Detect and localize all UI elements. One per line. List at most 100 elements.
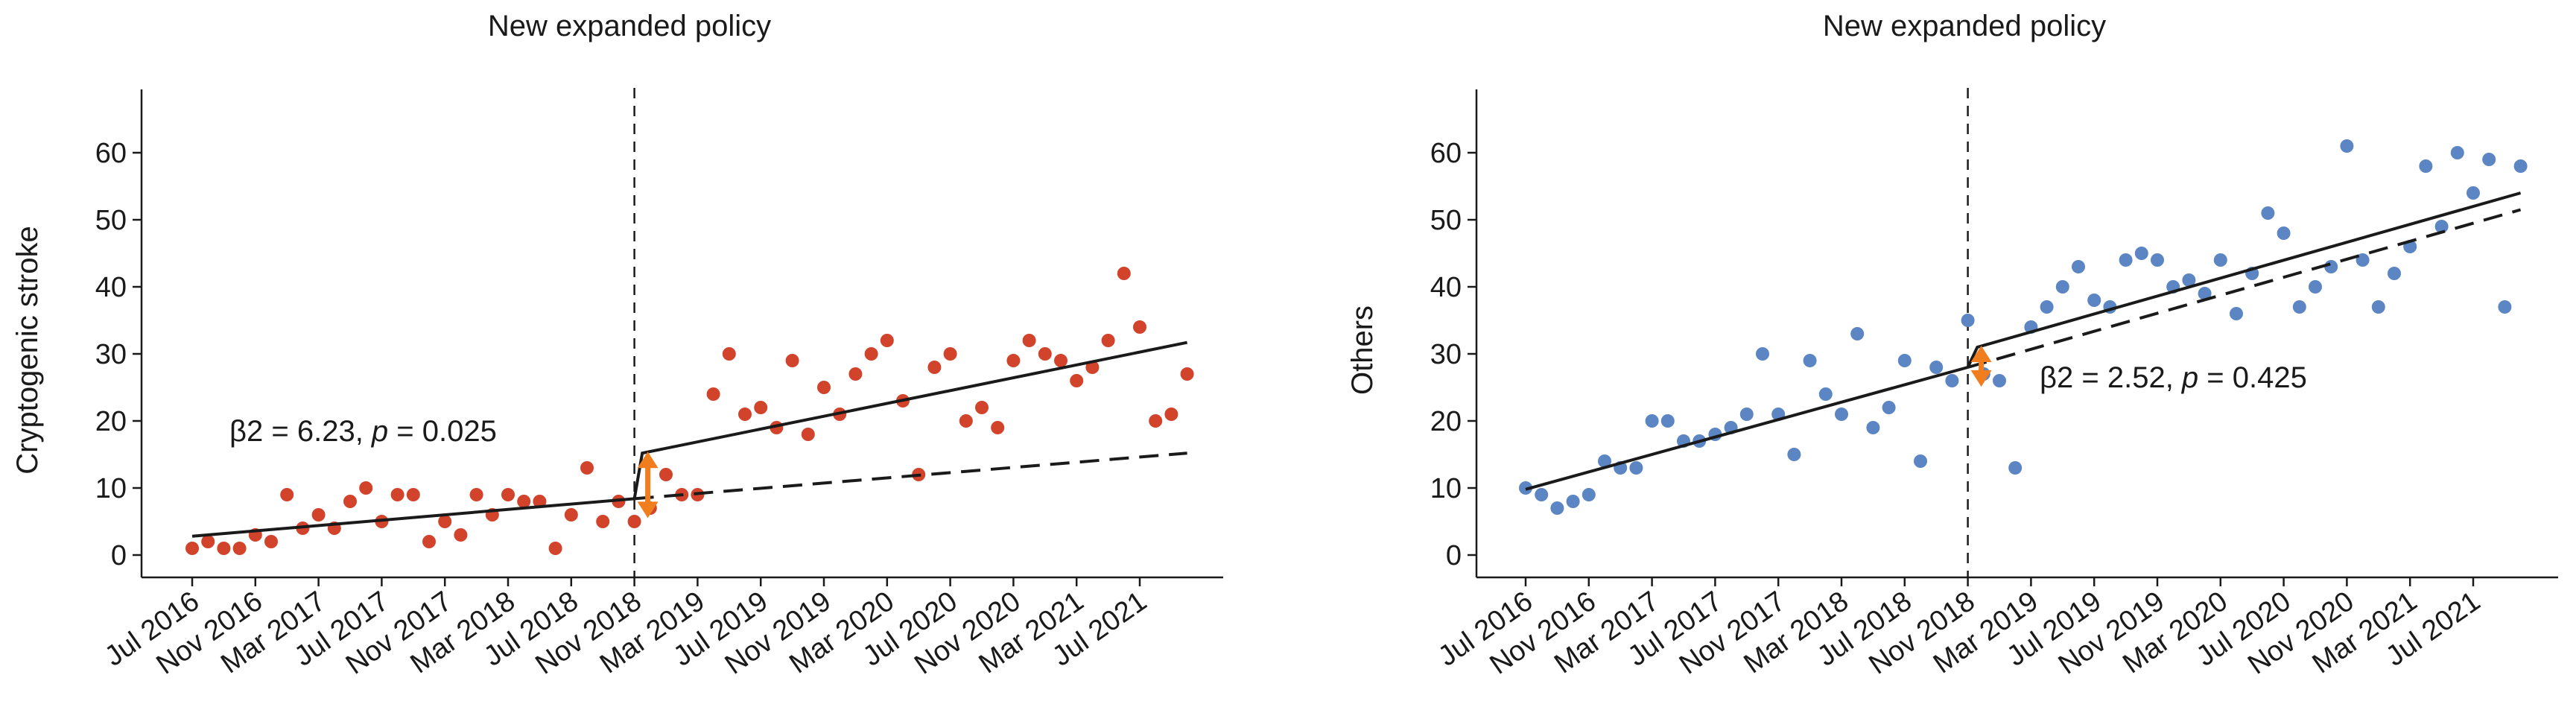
data-point — [1756, 347, 1769, 361]
annotation-p-symbol: p — [2181, 361, 2198, 394]
data-point — [2498, 300, 2512, 314]
arrow-head-down — [1970, 370, 1992, 387]
data-point — [754, 401, 768, 414]
data-point — [1038, 347, 1052, 361]
data-point — [659, 468, 673, 481]
data-point — [1929, 361, 1944, 374]
data-point — [1787, 448, 1801, 461]
fitted-line-pre — [1525, 366, 1969, 491]
fitted-line-post — [1966, 191, 2522, 368]
data-point — [1993, 374, 2006, 387]
data-point — [185, 542, 199, 555]
data-point — [264, 535, 278, 548]
annotation-prefix: β2 = 2.52, — [2040, 361, 2182, 394]
data-point — [2040, 300, 2054, 314]
y-tick-label: 20 — [1430, 406, 1462, 437]
data-point — [438, 515, 452, 528]
data-point — [880, 334, 894, 347]
annotation-p-symbol: p — [371, 415, 388, 448]
y-tick-label: 50 — [1430, 205, 1462, 236]
counterfactual-line — [634, 451, 1187, 501]
y-axis-label: Others — [1346, 305, 1379, 395]
data-point — [2277, 226, 2291, 240]
data-point — [1835, 408, 1848, 421]
y-tick-label: 40 — [1430, 272, 1462, 303]
data-point — [722, 347, 736, 361]
data-point — [1914, 454, 1927, 468]
data-point — [501, 488, 515, 501]
data-point — [1945, 374, 1959, 387]
data-point — [2055, 280, 2069, 294]
data-point — [311, 508, 326, 522]
data-point — [959, 414, 973, 428]
chart-panel-cryptogenic: New expanded policy Cryptogenic stroke 0… — [11, 10, 1223, 681]
y-tick-label: 0 — [1446, 540, 1462, 571]
chart-title: New expanded policy — [488, 10, 771, 42]
data-point — [1803, 354, 1817, 367]
data-point — [1660, 414, 1675, 428]
data-point — [406, 488, 420, 501]
data-point — [864, 347, 878, 361]
data-point — [564, 508, 578, 522]
data-point — [1070, 374, 1084, 387]
data-point — [1882, 401, 1896, 414]
counterfactual-line — [1967, 208, 2522, 369]
level-change-arrow — [1970, 346, 1992, 387]
y-tick-label: 20 — [95, 406, 127, 437]
data-point — [2292, 300, 2306, 314]
data-point — [232, 542, 247, 555]
data-point — [975, 401, 989, 414]
data-point — [848, 367, 863, 381]
data-point — [2134, 247, 2148, 260]
data-point — [1180, 367, 1194, 381]
data-point — [991, 421, 1005, 434]
data-point — [1598, 454, 1611, 468]
data-point — [1133, 320, 1146, 334]
data-point — [2434, 220, 2449, 233]
data-point — [1006, 354, 1021, 367]
data-point — [1101, 334, 1115, 347]
y-axis-label: Cryptogenic stroke — [11, 226, 44, 474]
data-point — [1645, 414, 1659, 428]
data-point — [1117, 267, 1131, 280]
data-point — [422, 535, 436, 548]
data-point — [1085, 361, 1100, 374]
y-tick-label: 30 — [95, 339, 127, 370]
data-point — [2513, 159, 2528, 173]
annotation-beta: β2 = 6.23, p = 0.025 — [229, 415, 497, 448]
data-point — [533, 495, 547, 508]
data-point — [1535, 488, 1549, 501]
data-point — [390, 488, 405, 501]
data-point — [580, 461, 594, 475]
data-point — [785, 354, 799, 367]
y-tick-label: 0 — [111, 540, 127, 571]
data-point — [1149, 414, 1163, 428]
data-point — [2324, 260, 2338, 273]
data-point — [1866, 421, 1880, 434]
data-point — [1897, 354, 1912, 367]
data-point — [2355, 253, 2370, 267]
arrow-head-up — [637, 451, 659, 469]
data-point — [1022, 334, 1036, 347]
data-point — [517, 495, 531, 508]
data-point — [596, 515, 610, 528]
data-point — [548, 542, 562, 555]
data-point — [1961, 314, 1975, 327]
data-point — [2450, 146, 2464, 159]
y-tick-label: 40 — [95, 272, 127, 303]
y-tick-label: 60 — [95, 138, 127, 169]
data-point — [1566, 495, 1580, 508]
data-point — [343, 495, 357, 508]
data-point — [2087, 294, 2101, 307]
data-point — [280, 488, 294, 501]
data-point — [2008, 461, 2023, 475]
data-point — [2119, 253, 2133, 267]
data-point — [2371, 300, 2385, 314]
data-point — [201, 535, 215, 548]
data-point — [2419, 159, 2433, 173]
annotation-beta: β2 = 2.52, p = 0.425 — [2040, 361, 2307, 394]
data-point — [817, 381, 831, 394]
y-tick-label: 10 — [95, 473, 127, 504]
data-point — [927, 361, 942, 374]
